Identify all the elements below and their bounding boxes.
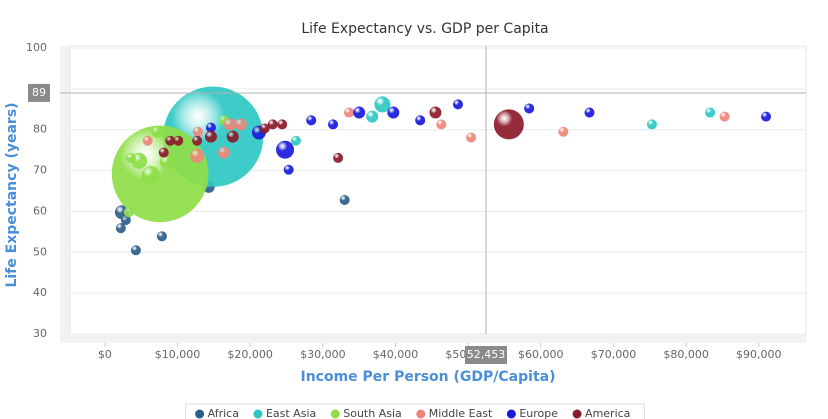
legend: Africa East Asia South Asia Middle East Euro… [185,403,645,419]
bubble [466,132,477,143]
legend-marker [416,409,426,419]
bubble [436,119,447,130]
bubble [290,135,301,146]
bubble [761,111,772,122]
legend-marker [506,409,516,419]
bubble [126,152,137,163]
legend-label: Africa [208,407,239,419]
bubble [327,119,339,130]
bubble [276,140,295,159]
x-tick-label: $40,000 [373,348,419,361]
y-tick-label: 70 [33,164,47,177]
bubble [277,119,288,130]
bubble [259,123,270,134]
x-tick-label: $30,000 [300,348,346,361]
y-tick-label: 50 [33,245,47,258]
chart-title: Life Expectancy vs. GDP per Capita [301,21,548,37]
x-tick-label: $90,000 [736,348,782,361]
bubble [159,155,174,169]
x-axis-title: Income Per Person (GDP/Capita) [300,369,555,385]
legend-label: Europe [519,407,558,419]
bubble [387,106,400,119]
bubble [204,130,217,143]
bubble [306,115,317,126]
bubble [705,107,716,118]
x-tick-label: $0 [98,348,112,361]
legend-box [185,403,645,419]
bubble [205,122,216,133]
bubbles [111,86,772,256]
legend-label: East Asia [266,407,316,419]
bubble [366,110,379,123]
bubble [339,194,350,206]
y-tick-label: 40 [33,286,47,299]
legend-marker [253,409,263,419]
crosshair-y-box [28,83,50,102]
bubble [192,126,203,137]
bubble [192,135,203,146]
legend-marker [195,409,205,419]
bubble [374,96,391,113]
bubble [111,125,209,223]
crosshair-y-label: 89 [32,86,46,99]
bubble [283,164,294,175]
axes: 30405060708090100$0$10,000$20,000$30,000… [26,41,806,364]
bubble [173,135,184,146]
bubble [584,107,595,118]
bubble [429,106,442,119]
x-tick-label: $60,000 [518,348,564,361]
y-tick-label: 80 [33,123,47,136]
bubble [524,103,535,114]
bubble [353,106,366,119]
bubble [646,119,657,130]
bubble [142,135,153,146]
bubble [343,107,355,118]
bubble [158,147,169,158]
bubble [719,111,730,122]
crosshair-x-label: 52,453 [467,348,506,361]
bubble [151,125,164,138]
x-tick-label: $70,000 [591,348,637,361]
bubble [223,118,236,131]
x-tick-label: $80,000 [663,348,709,361]
bubble [493,109,524,140]
bubble [267,119,278,130]
bubble [141,166,160,185]
legend-label: America [585,407,630,419]
y-axis-title: Life Expectancy (years) [4,102,20,287]
bubble [234,118,247,131]
bubble [120,214,131,226]
bubble [123,207,134,218]
legend-marker [572,409,582,419]
bubble [190,148,205,163]
bubble [333,152,344,163]
legend-marker [330,409,340,419]
crosshair-x-box [464,346,507,364]
bubble [115,223,126,234]
y-tick-label: 60 [33,204,47,217]
legend-label: Middle East [429,407,493,419]
x-tick-label: $20,000 [227,348,273,361]
y-tick-label: 30 [33,327,47,340]
x-tick-label: $10,000 [155,348,201,361]
bubble [226,130,239,143]
y-tick-label: 100 [26,41,47,54]
bubble [558,126,569,137]
bubble [130,245,141,256]
bubble [165,135,176,146]
bubble [415,115,426,126]
bubble [452,99,463,110]
legend-label: South Asia [343,407,402,419]
bubble [218,146,231,159]
bubble [156,231,167,242]
